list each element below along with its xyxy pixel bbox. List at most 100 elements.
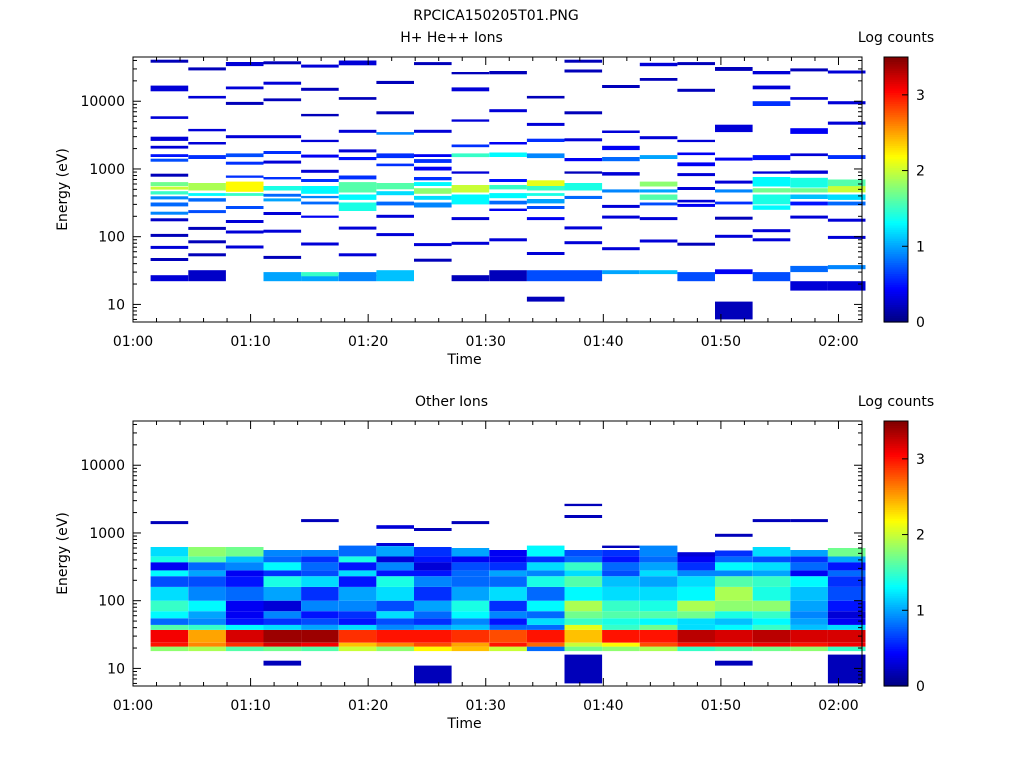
- colorbar-segment: [884, 465, 908, 468]
- heatmap-cell: [526, 646, 565, 652]
- heatmap-cell: [376, 214, 414, 218]
- heatmap-cell: [715, 550, 753, 557]
- colorbar-segment: [884, 227, 908, 230]
- heatmap-cell: [338, 629, 377, 643]
- heatmap-cell: [150, 173, 189, 177]
- colorbar-segment: [884, 663, 908, 667]
- heatmap-cell: [376, 201, 414, 206]
- heatmap-cell: [489, 562, 527, 571]
- heatmap-cell: [827, 556, 866, 563]
- heatmap-cell: [752, 629, 791, 643]
- heatmap-cell: [827, 611, 866, 619]
- colorbar-segment: [884, 163, 908, 166]
- heatmap-cell: [188, 226, 226, 230]
- x-tick-label: 01:40: [583, 334, 623, 350]
- colorbar-segment: [884, 529, 908, 533]
- heatmap-cell: [489, 152, 527, 157]
- heatmap-cell: [451, 217, 490, 221]
- heatmap-cell: [414, 547, 452, 557]
- colorbar-segment: [884, 85, 908, 89]
- colorbar-segment: [884, 681, 908, 685]
- heatmap-cell: [263, 629, 302, 643]
- heatmap-cell: [715, 586, 753, 601]
- heatmap-cell: [752, 155, 791, 161]
- heatmap-cell: [376, 570, 414, 577]
- colorbar-segment: [884, 224, 908, 228]
- heatmap-cell: [225, 600, 264, 612]
- heatmap-cell: [677, 624, 715, 630]
- heatmap-cell: [564, 600, 603, 612]
- heatmap-cell: [752, 171, 791, 174]
- heatmap-cell: [715, 216, 753, 220]
- colorbar-segment: [884, 650, 908, 654]
- heatmap-cell: [827, 201, 866, 206]
- heatmap-cell: [301, 139, 339, 143]
- colorbar-segment: [884, 74, 908, 78]
- heatmap-cell: [827, 121, 866, 125]
- colorbar-segment: [884, 264, 908, 268]
- x-tick-label: 01:10: [230, 698, 270, 714]
- heatmap-cell: [225, 547, 264, 557]
- colorbar-segment: [884, 608, 908, 612]
- colorbar-segment: [884, 61, 908, 65]
- heatmap-cell: [188, 128, 226, 132]
- colorbar-segment: [884, 143, 908, 146]
- heatmap-cell: [639, 570, 678, 577]
- colorbar-segment: [884, 593, 908, 597]
- colorbar-segment: [884, 566, 908, 570]
- heatmap-cell: [564, 59, 603, 63]
- heatmap-cell: [564, 576, 603, 587]
- heatmap-cell: [564, 646, 603, 652]
- colorbar-tick-label: 0: [916, 679, 925, 695]
- heatmap-cell: [827, 101, 866, 105]
- heatmap-cell: [715, 660, 753, 666]
- colorbar-segment: [884, 610, 908, 614]
- heatmap-cell: [301, 87, 339, 91]
- heatmap-cell: [639, 624, 678, 630]
- heatmap-cell: [526, 199, 565, 204]
- heatmap-cell: [150, 624, 189, 630]
- heatmap-cell: [602, 562, 640, 571]
- heatmap-cell: [602, 247, 640, 251]
- heatmap-cell: [827, 586, 866, 601]
- heatmap-cell: [376, 153, 414, 159]
- colorbar-segment: [884, 313, 908, 316]
- heatmap-cell: [526, 270, 565, 282]
- heatmap-cell: [602, 556, 640, 563]
- heatmap-cell: [376, 586, 414, 601]
- colorbar-segment: [884, 500, 908, 504]
- heatmap-cell: [677, 611, 715, 619]
- heatmap-cell: [451, 171, 490, 174]
- colorbar-segment: [884, 136, 908, 140]
- heatmap-cell: [451, 144, 490, 148]
- colorbar-segment: [884, 65, 908, 69]
- heatmap-cell: [263, 570, 302, 577]
- heatmap-cell: [338, 226, 377, 230]
- colorbar-segment: [884, 471, 908, 475]
- heatmap-cell: [827, 576, 866, 587]
- heatmap-cell: [188, 198, 226, 202]
- colorbar-segment: [884, 434, 908, 438]
- heatmap-cell: [451, 600, 490, 612]
- x-tick-label: 01:00: [113, 698, 153, 714]
- heatmap-cell: [414, 202, 452, 208]
- colorbar-segment: [884, 586, 908, 590]
- heatmap-cell: [639, 217, 678, 221]
- heatmap-cell: [150, 642, 189, 647]
- heatmap-cell: [677, 242, 715, 246]
- heatmap-cell: [451, 556, 490, 563]
- heatmap-cell: [526, 570, 565, 577]
- heatmap-cell: [150, 182, 189, 186]
- colorbar-segment: [884, 158, 908, 162]
- heatmap-cell: [677, 152, 715, 156]
- heatmap-cell: [150, 586, 189, 601]
- colorbar-segment: [884, 518, 908, 521]
- heatmap-cell: [677, 272, 715, 282]
- heatmap-cell: [414, 177, 452, 181]
- heatmap-cell: [301, 642, 339, 647]
- heatmap-cell: [526, 186, 565, 191]
- heatmap-cell: [639, 136, 678, 140]
- colorbar-segment: [884, 273, 908, 277]
- colorbar-segment: [884, 648, 908, 652]
- heatmap-cell: [301, 186, 339, 194]
